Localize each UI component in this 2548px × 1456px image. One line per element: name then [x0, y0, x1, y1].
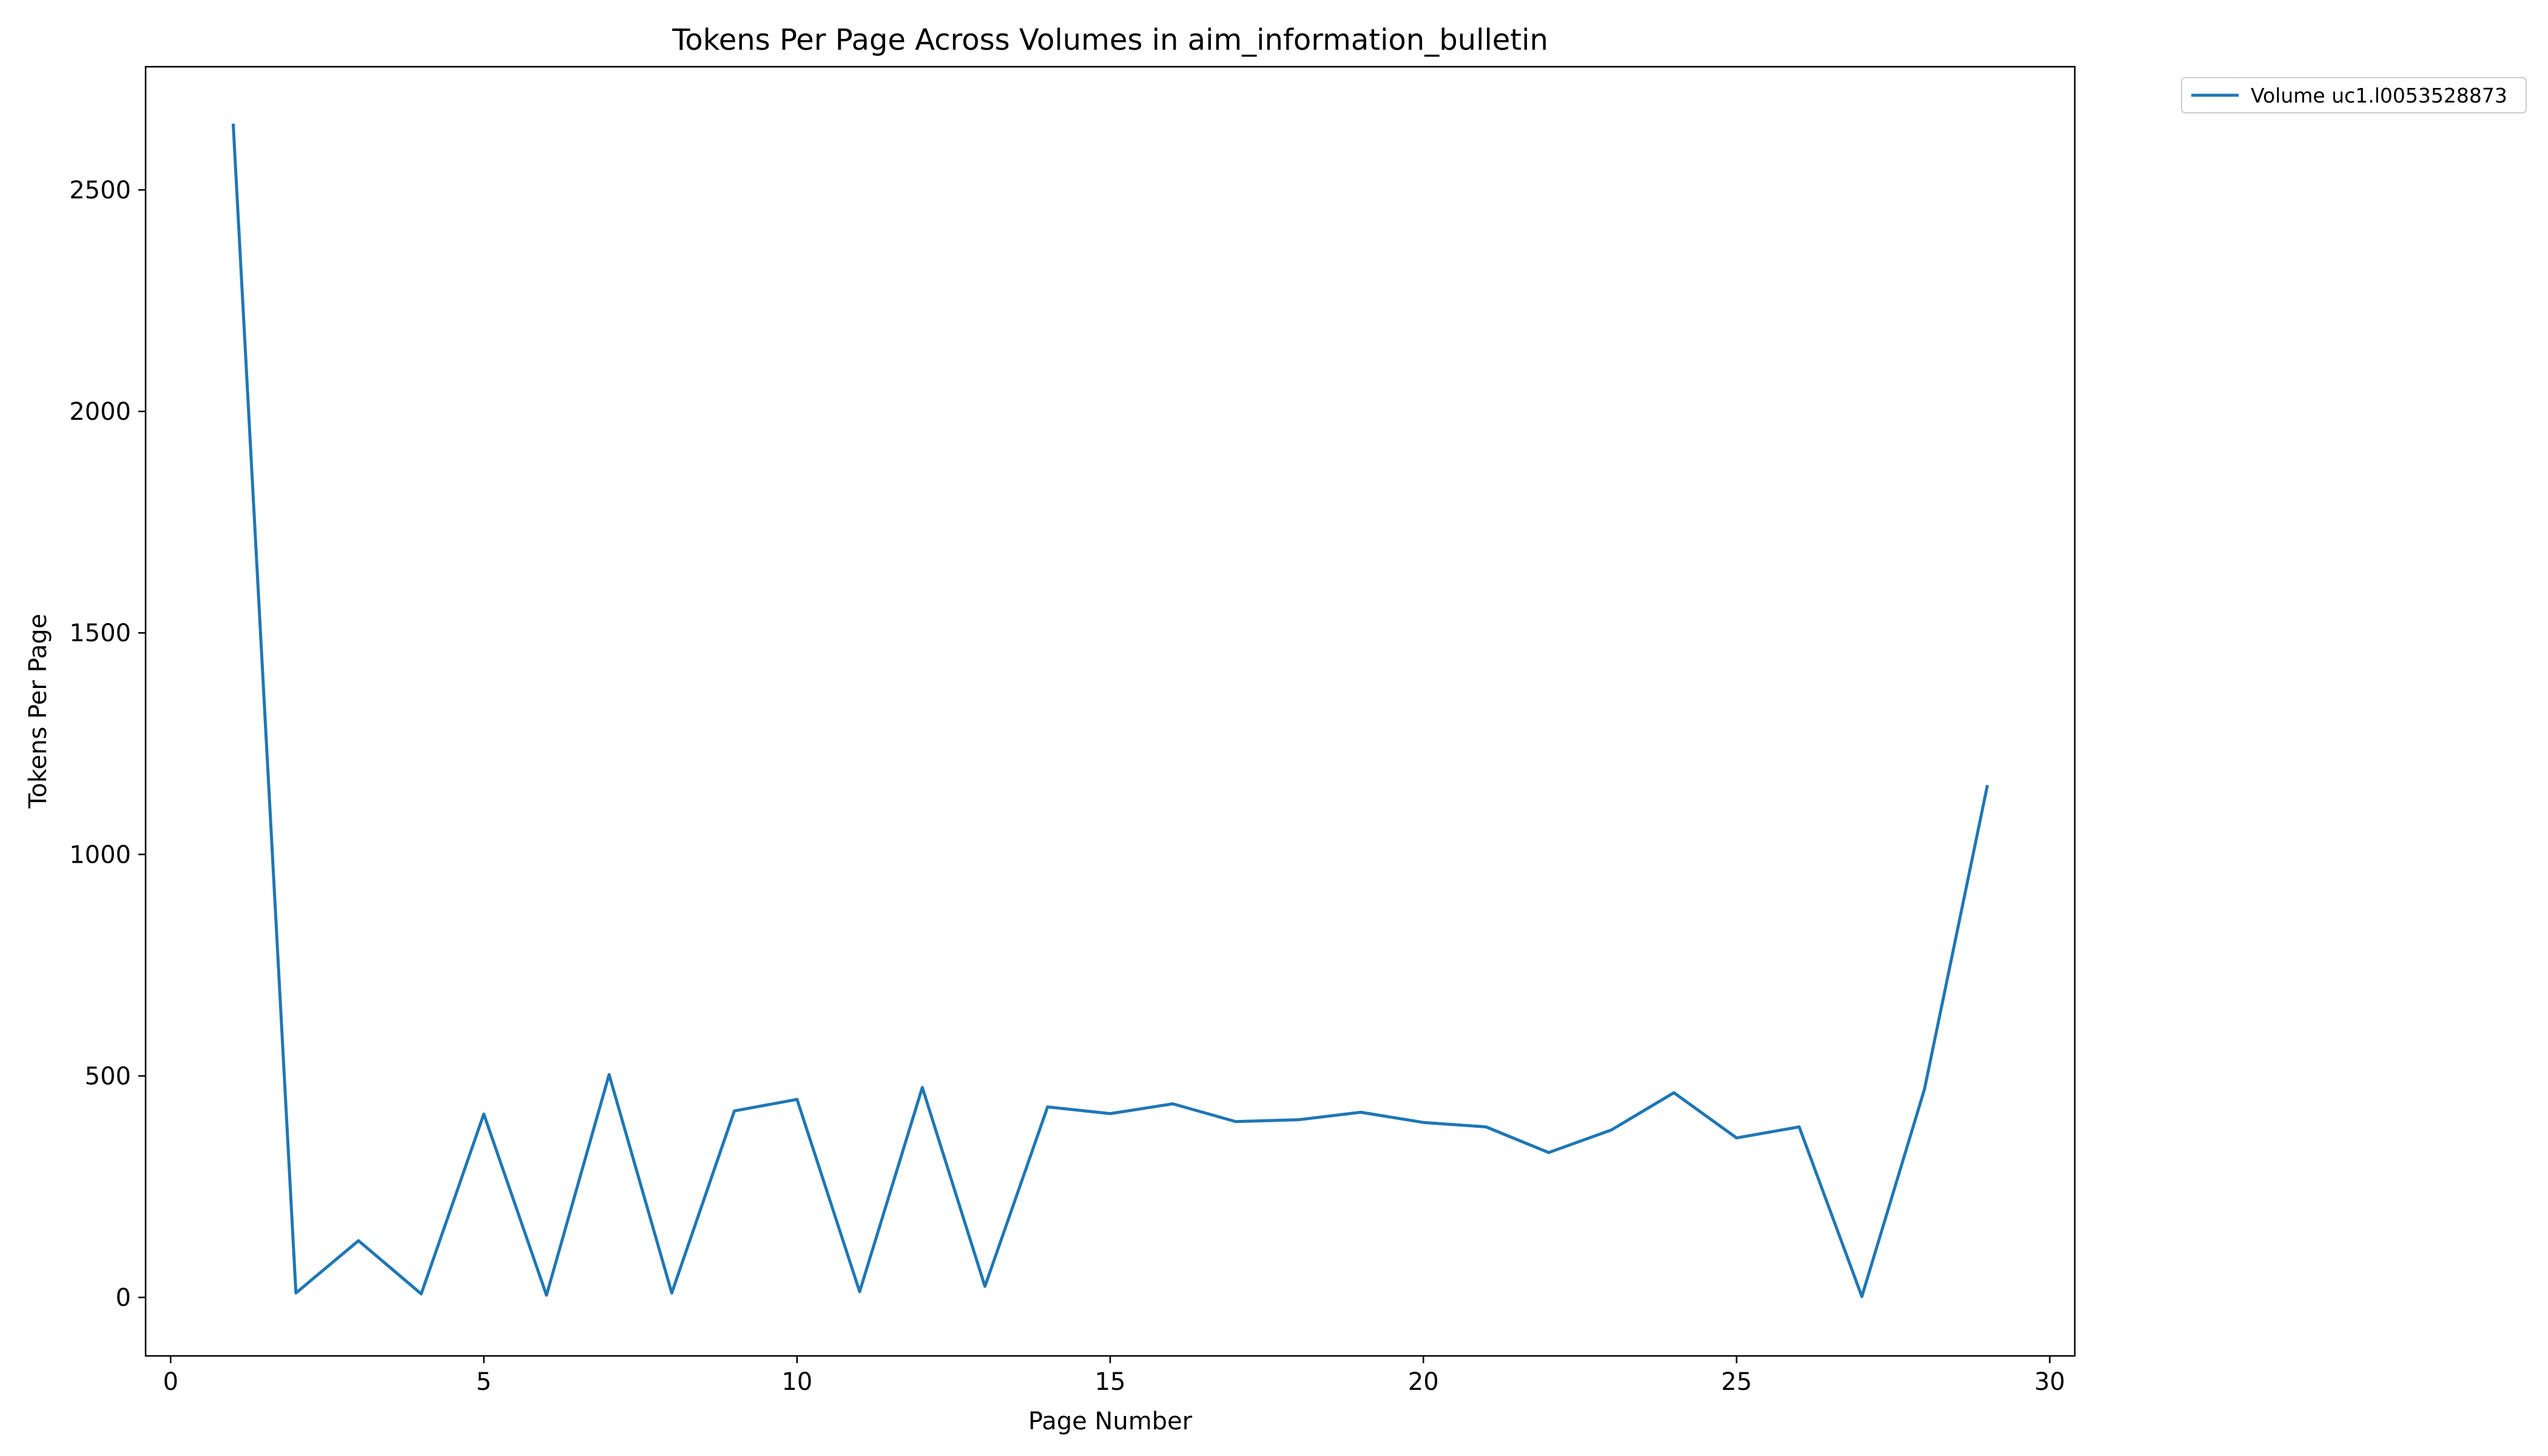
x-tick-label: 10: [781, 1368, 812, 1396]
plot-series: [231, 123, 1989, 1298]
plot-frame: [144, 66, 2076, 1357]
chart-title: Tokens Per Page Across Volumes in aim_in…: [672, 23, 1548, 57]
y-tick-label: 2500: [69, 177, 131, 204]
y-axis-label: Tokens Per Page: [24, 614, 52, 809]
y-tick-label: 1000: [69, 841, 131, 869]
y-tick-label: 0: [116, 1284, 131, 1312]
x-tick-label: 30: [2034, 1368, 2065, 1396]
x-tick-label: 20: [1408, 1368, 1439, 1396]
legend-label: Volume uc1.l0053528873: [2251, 84, 2507, 107]
legend-box: [2181, 77, 2527, 113]
legend: Volume uc1.l0053528873: [2181, 77, 2527, 113]
x-axis: 0 5 10 15 20 25 30: [163, 1356, 2065, 1396]
x-tick-label: 5: [476, 1368, 491, 1396]
y-tick-label: 2000: [69, 398, 131, 426]
y-axis: 0 500 1000 1500 2000 2500: [69, 177, 146, 1312]
x-tick-label: 15: [1095, 1368, 1126, 1396]
x-tick-label: 25: [1721, 1368, 1752, 1396]
x-tick-label: 0: [163, 1368, 178, 1396]
y-tick-label: 1500: [69, 619, 131, 647]
x-axis-label: Page Number: [1028, 1407, 1193, 1435]
y-tick-label: 500: [85, 1062, 131, 1090]
series-line: [231, 123, 1989, 1298]
